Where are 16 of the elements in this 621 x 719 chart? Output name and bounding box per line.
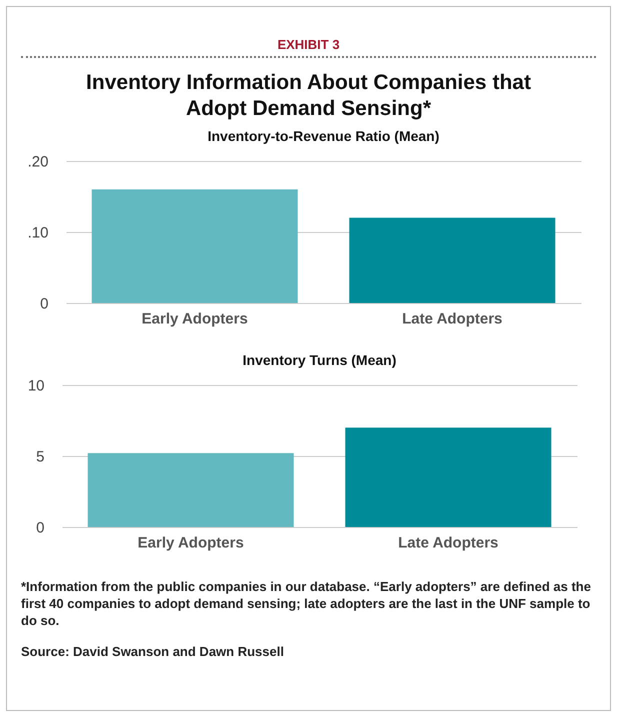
y-tick-label: 0 xyxy=(40,296,48,312)
chart-title: Inventory-to-Revenue Ratio (Mean) xyxy=(208,128,440,144)
x-tick-label: Early Adopters xyxy=(138,534,244,552)
chart-title: Inventory Turns (Mean) xyxy=(242,352,396,368)
y-tick-label: 0 xyxy=(36,520,44,536)
x-tick-label: Early Adopters xyxy=(142,310,248,328)
x-tick-label: Late Adopters xyxy=(398,534,498,552)
y-tick-label: .20 xyxy=(28,154,48,170)
y-tick-label: 5 xyxy=(36,448,44,466)
text: Inventory Information About Companies that Adopt Demand Sensing* xyxy=(85,70,532,122)
y-tick-label: 10 xyxy=(28,378,44,394)
text: EXHIBIT 3 xyxy=(276,37,341,52)
source-note: Source: David Swanson and Dawn Russell xyxy=(21,643,285,660)
text: *Information from the public companies in our database. “Early adopters” are defined as the first 40 companies to adopt demand sensing; late adopters are the last in the UNF sample to do so. xyxy=(21,578,592,629)
y-tick-label: .10 xyxy=(28,224,48,242)
x-tick-label: Late Adopters xyxy=(402,310,502,328)
